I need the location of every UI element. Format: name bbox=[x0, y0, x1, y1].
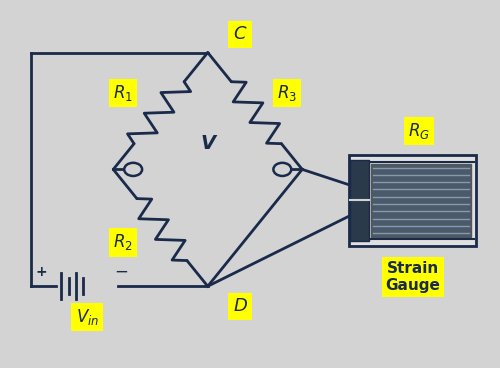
Text: Strain
Gauge: Strain Gauge bbox=[386, 261, 440, 293]
Text: V: V bbox=[200, 134, 216, 153]
Circle shape bbox=[124, 163, 142, 176]
Text: $C$: $C$ bbox=[233, 25, 248, 43]
Text: $R_3$: $R_3$ bbox=[278, 83, 297, 103]
Text: $R_G$: $R_G$ bbox=[408, 121, 430, 141]
Circle shape bbox=[274, 163, 291, 176]
Text: $V_{in}$: $V_{in}$ bbox=[76, 307, 99, 327]
FancyBboxPatch shape bbox=[371, 164, 471, 237]
Text: −: − bbox=[114, 263, 128, 281]
Text: $R_1$: $R_1$ bbox=[113, 83, 133, 103]
Text: $R_2$: $R_2$ bbox=[114, 233, 133, 252]
Text: $D$: $D$ bbox=[232, 297, 248, 315]
Text: +: + bbox=[36, 265, 47, 279]
FancyBboxPatch shape bbox=[350, 160, 369, 241]
FancyBboxPatch shape bbox=[350, 155, 476, 246]
